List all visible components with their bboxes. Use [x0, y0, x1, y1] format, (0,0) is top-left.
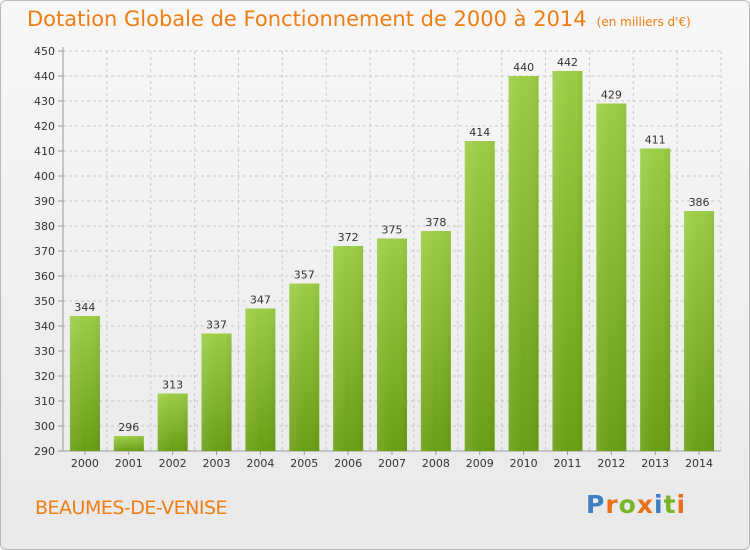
- bars: [69, 71, 715, 451]
- bar-shine: [684, 211, 715, 451]
- x-tick-label: 2004: [246, 457, 274, 470]
- x-tick-label: 2007: [378, 457, 406, 470]
- bar-shine: [201, 333, 232, 451]
- y-tick-label: 450: [34, 45, 55, 58]
- proxiti-logo[interactable]: Proxiti: [586, 490, 686, 519]
- data-label: 347: [250, 294, 271, 307]
- data-label: 357: [294, 269, 315, 282]
- data-label: 296: [118, 421, 139, 434]
- data-label: 429: [601, 89, 622, 102]
- logo-letter: i: [676, 490, 687, 519]
- chart-subtitle: (en milliers d'€): [596, 15, 691, 29]
- bar-shine: [289, 283, 320, 451]
- x-tick-labels: 2000 2001 2002 2003 2004 2005 2006 2007 2008 2009…: [71, 457, 713, 470]
- logo-letter: r: [605, 490, 619, 519]
- x-tick-label: 2008: [422, 457, 450, 470]
- x-tick-label: 2003: [203, 457, 231, 470]
- data-label: 313: [162, 379, 183, 392]
- y-tick-label: 380: [34, 220, 55, 233]
- bar-shine: [464, 141, 495, 451]
- x-tick-label: 2011: [553, 457, 581, 470]
- y-tick-label: 360: [34, 270, 55, 283]
- bar-shine: [552, 71, 583, 451]
- y-tick-labels: 290 300 310 320 330 340 350 360 370 380 390 400 410 4…: [34, 45, 55, 458]
- data-labels: 344 296 313 337 347 357 372 375 378 414 440 442 429 4…: [74, 56, 709, 434]
- bar-shine: [69, 316, 100, 451]
- data-label: 375: [382, 224, 403, 237]
- logo-letter: o: [618, 490, 637, 519]
- x-tick-label: 2006: [334, 457, 362, 470]
- bar-chart: 290 300 310 320 330 340 350 360 370 380 390 400 410 4…: [34, 45, 722, 470]
- y-tick-label: 430: [34, 95, 55, 108]
- y-tick-label: 320: [34, 370, 55, 383]
- bar-shine: [508, 76, 539, 451]
- data-label: 386: [689, 196, 710, 209]
- bar-shine: [377, 238, 407, 451]
- logo-letter: t: [663, 490, 677, 519]
- bar-shine: [333, 246, 364, 451]
- y-tick-label: 420: [34, 120, 55, 133]
- x-tick-label: 2002: [159, 457, 187, 470]
- y-tick-label: 310: [34, 395, 55, 408]
- data-label: 411: [645, 134, 666, 147]
- y-tick-label: 300: [34, 420, 55, 433]
- data-label: 337: [206, 319, 227, 332]
- y-tick-label: 410: [34, 145, 55, 158]
- x-tick-label: 2005: [290, 457, 318, 470]
- logo-letter: x: [636, 490, 654, 519]
- x-tick-label: 2010: [510, 457, 538, 470]
- y-tick-label: 350: [34, 295, 55, 308]
- bar-shine: [596, 103, 627, 451]
- data-label: 378: [425, 216, 446, 229]
- bar-shine: [420, 231, 451, 451]
- data-label: 440: [513, 61, 534, 74]
- y-tick-label: 390: [34, 195, 55, 208]
- data-label: 344: [74, 301, 95, 314]
- y-tick-label: 400: [34, 170, 55, 183]
- x-tick-label: 2012: [597, 457, 625, 470]
- y-tick-label: 440: [34, 70, 55, 83]
- commune-name: BEAUMES-DE-VENISE: [35, 497, 228, 519]
- logo-letter: P: [586, 490, 606, 519]
- x-tick-label: 2000: [71, 457, 99, 470]
- chart-title: Dotation Globale de Fonctionnement de 20…: [27, 7, 587, 31]
- chart-title-block: Dotation Globale de Fonctionnement de 20…: [27, 7, 691, 31]
- data-label: 442: [557, 56, 578, 69]
- x-tick-label: 2009: [466, 457, 494, 470]
- bar-shine: [157, 393, 188, 451]
- y-tick-label: 340: [34, 320, 55, 333]
- bar-shine: [640, 148, 671, 451]
- data-label: 372: [338, 231, 359, 244]
- bar-shine: [245, 308, 276, 451]
- logo-letter: i: [654, 490, 664, 519]
- y-tick-label: 330: [34, 345, 55, 358]
- x-tick-label: 2013: [641, 457, 669, 470]
- bar-shine: [113, 436, 144, 451]
- y-tick-label: 370: [34, 245, 55, 258]
- x-tick-label: 2001: [115, 457, 143, 470]
- y-tick-label: 290: [34, 445, 55, 458]
- data-label: 414: [469, 126, 490, 139]
- x-tick-label: 2014: [685, 457, 713, 470]
